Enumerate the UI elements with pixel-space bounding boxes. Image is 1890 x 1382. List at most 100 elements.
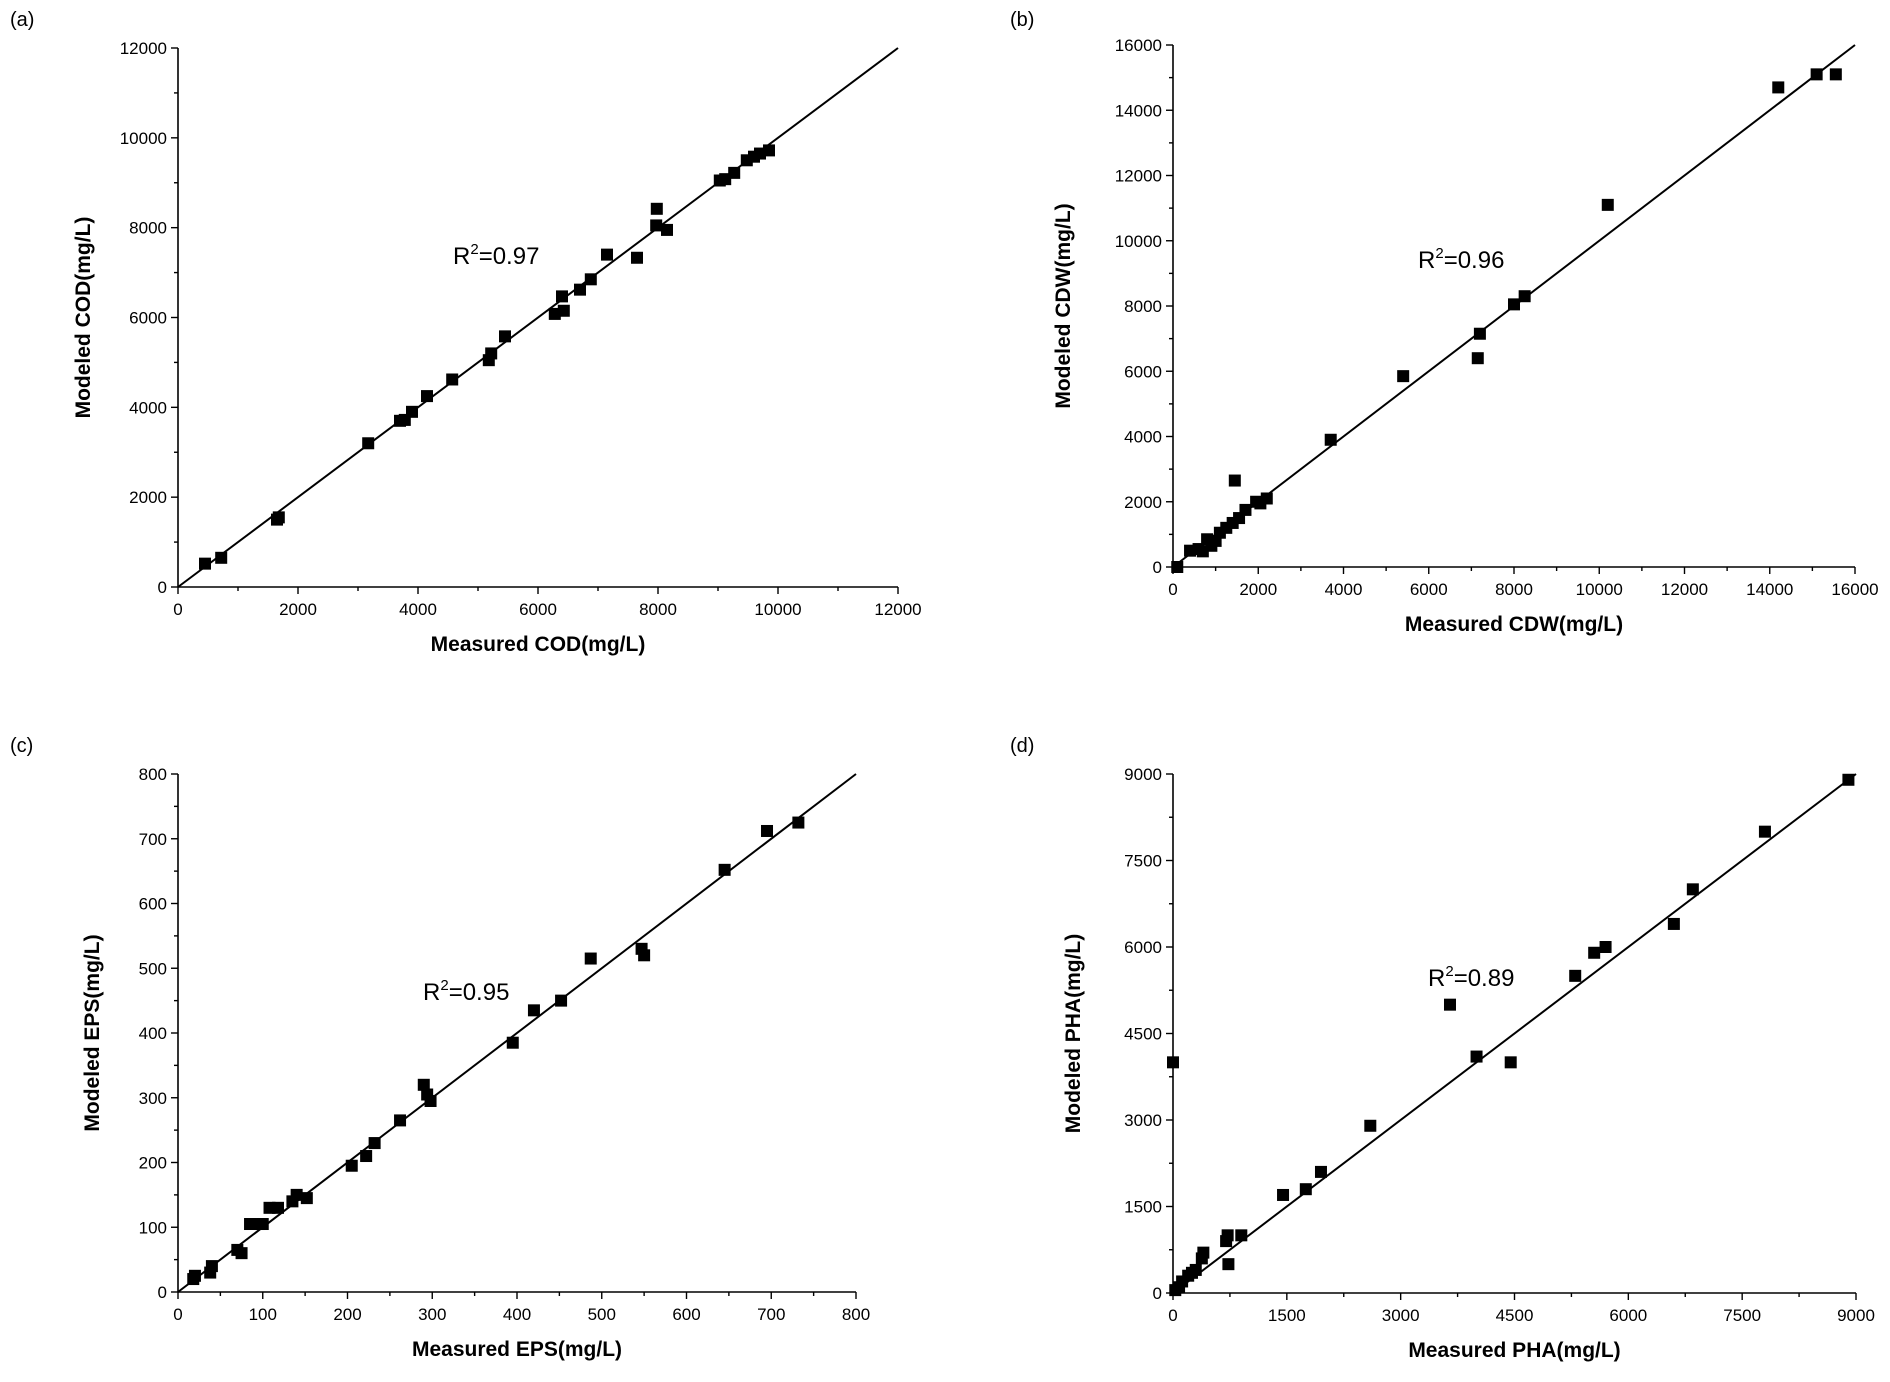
y-tick-label: 300 xyxy=(139,1089,167,1108)
fit-line xyxy=(177,47,899,588)
y-tick-label: 3000 xyxy=(1124,1111,1162,1130)
panel-label: (b) xyxy=(1010,9,1034,31)
y-tick-label: 8000 xyxy=(129,219,167,238)
data-point xyxy=(1772,81,1785,94)
y-tick-label: 0 xyxy=(1153,1284,1162,1303)
data-point xyxy=(1171,561,1184,573)
y-tick-label: 400 xyxy=(139,1024,167,1043)
data-point xyxy=(1569,969,1582,982)
y-tick-label: 6000 xyxy=(1124,938,1162,957)
r2-value: =0.97 xyxy=(479,243,540,270)
y-tick-label: 4000 xyxy=(129,398,167,417)
data-point xyxy=(638,949,651,962)
data-point xyxy=(1829,68,1842,81)
data-point xyxy=(446,373,459,386)
data-point xyxy=(421,390,433,403)
data-point xyxy=(290,1188,303,1201)
y-tick-label: 2000 xyxy=(129,488,167,507)
r-squared-annotation: R2=0.89 xyxy=(1428,963,1514,992)
data-point xyxy=(792,816,805,829)
data-point xyxy=(1473,327,1486,340)
r2-prefix: R xyxy=(1418,247,1435,274)
y-tick-label: 4500 xyxy=(1124,1025,1162,1044)
y-tick-label: 12000 xyxy=(120,39,167,58)
data-point xyxy=(650,202,663,215)
x-tick-label: 16000 xyxy=(1831,580,1878,599)
data-point xyxy=(527,1004,540,1017)
data-point xyxy=(1601,198,1614,211)
data-point xyxy=(574,283,586,296)
data-point xyxy=(1686,883,1699,896)
y-tick-label: 0 xyxy=(158,1283,167,1302)
data-point xyxy=(199,557,211,570)
r2-prefix: R xyxy=(453,243,470,270)
data-point xyxy=(1518,290,1531,303)
y-tick-label: 0 xyxy=(158,578,167,597)
x-tick-label: 6000 xyxy=(1410,580,1448,599)
x-tick-label: 1500 xyxy=(1268,1306,1306,1325)
data-point xyxy=(360,1150,373,1163)
data-point xyxy=(188,1269,201,1282)
data-point xyxy=(631,251,643,264)
data-point xyxy=(584,273,597,286)
x-tick-label: 9000 xyxy=(1837,1306,1875,1325)
data-point xyxy=(506,1036,519,1049)
r2-value: =0.95 xyxy=(449,979,510,1006)
data-point xyxy=(1842,773,1855,786)
data-point xyxy=(1443,998,1456,1011)
data-point xyxy=(556,290,568,303)
data-point xyxy=(1504,1056,1517,1069)
data-point xyxy=(485,347,498,360)
x-tick-label: 0 xyxy=(173,600,182,619)
r2-superscript: 2 xyxy=(1435,245,1443,262)
x-tick-label: 10000 xyxy=(1576,580,1623,599)
data-point xyxy=(235,1247,248,1260)
x-tick-label: 500 xyxy=(588,1305,616,1324)
data-point xyxy=(362,437,375,450)
data-point xyxy=(417,1078,430,1091)
data-point xyxy=(1314,1165,1327,1178)
data-point xyxy=(1471,352,1484,365)
x-tick-label: 2000 xyxy=(1239,580,1277,599)
data-point xyxy=(1599,941,1612,953)
data-point xyxy=(424,1094,437,1107)
data-point xyxy=(557,304,570,317)
x-tick-label: 0 xyxy=(173,1305,182,1324)
x-tick-label: 12000 xyxy=(874,600,921,619)
chart-panel-a: (a) 0 2000 4000 6000 8000 10000 12000 0 2000 4000 6… xyxy=(10,9,922,656)
y-tick-label: 12000 xyxy=(1115,167,1162,186)
data-point xyxy=(1222,1258,1235,1271)
x-tick-label: 8000 xyxy=(1495,580,1533,599)
r2-superscript: 2 xyxy=(1445,963,1453,980)
x-tick-label: 2000 xyxy=(279,600,317,619)
panel-label: (a) xyxy=(10,9,34,31)
y-tick-label: 9000 xyxy=(1124,765,1162,784)
data-point xyxy=(205,1260,218,1273)
data-point xyxy=(1189,1263,1202,1276)
data-point xyxy=(1588,946,1601,959)
data-point xyxy=(763,144,775,157)
y-tick-label: 16000 xyxy=(1115,36,1162,55)
x-tick-label: 600 xyxy=(672,1305,700,1324)
data-point xyxy=(1228,474,1241,487)
r-squared-annotation: R2=0.97 xyxy=(453,241,539,270)
data-point xyxy=(1397,370,1410,383)
x-axis-label: Measured EPS(mg/L) xyxy=(412,1338,622,1361)
x-tick-label: 8000 xyxy=(639,600,677,619)
data-point xyxy=(256,1218,269,1231)
data-point xyxy=(345,1159,358,1172)
x-tick-label: 0 xyxy=(1168,580,1177,599)
r-squared-annotation: R2=0.95 xyxy=(423,977,509,1006)
y-tick-label: 1500 xyxy=(1124,1198,1162,1217)
x-tick-label: 800 xyxy=(842,1305,870,1324)
y-axis-label: Modeled PHA(mg/L) xyxy=(1062,934,1085,1134)
data-point xyxy=(728,166,741,179)
y-tick-label: 500 xyxy=(139,959,167,978)
data-point xyxy=(272,1201,285,1214)
x-axis-label: Measured PHA(mg/L) xyxy=(1408,1339,1620,1362)
x-tick-label: 6000 xyxy=(519,600,557,619)
data-point xyxy=(718,863,731,876)
chart-panel-d: (d) 0 1500 3000 4500 6000 7500 9000 0 1500 3000 450… xyxy=(1010,735,1875,1362)
data-point xyxy=(1299,1183,1312,1196)
